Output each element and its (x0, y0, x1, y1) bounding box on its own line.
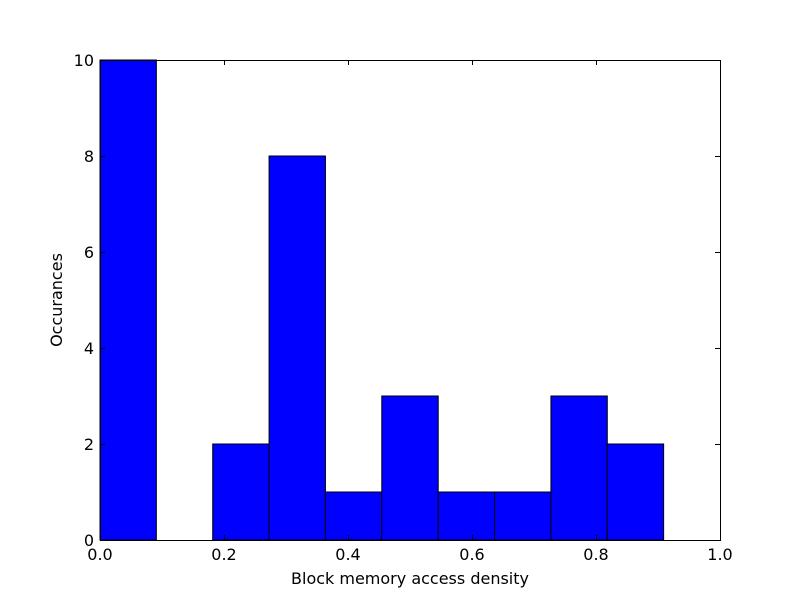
y-tick-label-1: 2 (84, 435, 94, 454)
plot-frame (100, 60, 721, 541)
y-tick-label-0: 0 (84, 531, 94, 550)
histogram-bar-3 (268, 155, 326, 541)
x-axis-label: Block memory access density (291, 569, 529, 588)
x-tick-label-5: 1.0 (707, 545, 732, 564)
x-tick-label-1: 0.2 (211, 545, 236, 564)
histogram-bar-4 (324, 491, 383, 541)
histogram-bar-0 (99, 59, 157, 541)
y-tick-label-4: 8 (84, 147, 94, 166)
histogram-bar-9 (606, 443, 665, 541)
y-tick-label-3: 6 (84, 243, 94, 262)
x-tick-label-0: 0.0 (87, 545, 112, 564)
x-tick-label-4: 0.8 (583, 545, 608, 564)
histogram-bar-8 (550, 395, 608, 541)
histogram-bar-7 (494, 491, 552, 541)
histogram-bar-5 (381, 395, 439, 541)
y-axis-label: Occurances (47, 253, 66, 347)
x-tick-label-3: 0.6 (459, 545, 484, 564)
histogram-bar-2 (212, 443, 270, 541)
histogram-bar-6 (437, 491, 496, 541)
y-tick-label-2: 4 (84, 339, 94, 358)
x-tick-label-2: 0.4 (335, 545, 360, 564)
tick-labels-group: 0.0 0.2 0.4 0.6 0.8 1.0 0 2 4 6 8 10 (74, 51, 733, 564)
bars-group (99, 59, 665, 541)
y-tick-label-5: 10 (74, 51, 94, 70)
